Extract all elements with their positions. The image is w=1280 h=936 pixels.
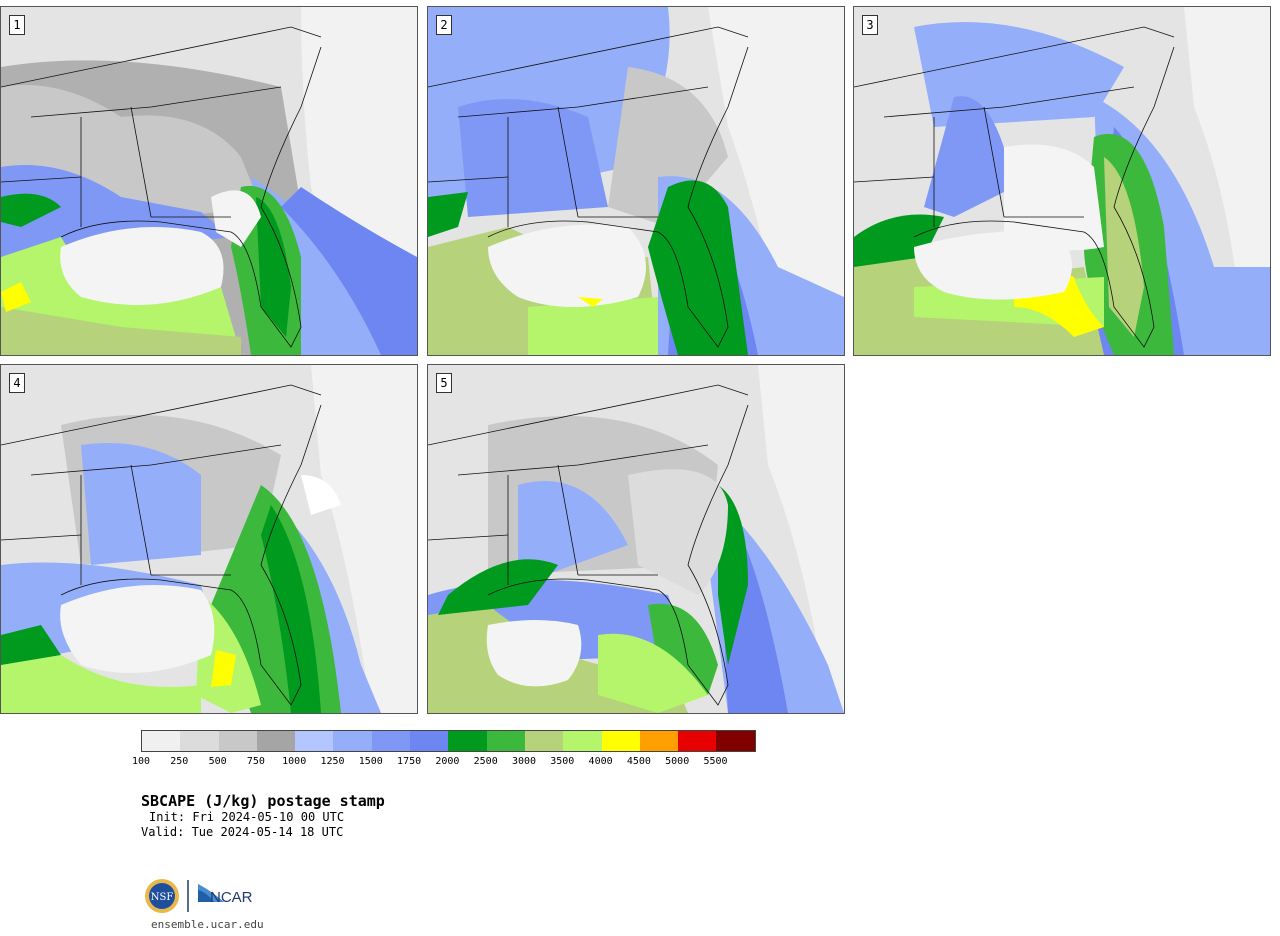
panel-label: 4 (9, 373, 25, 393)
legend-tick-label: 1750 (397, 756, 422, 767)
legend-tick-label: 500 (208, 756, 227, 767)
sbcape-map (428, 7, 844, 355)
product-title: SBCAPE (J/kg) postage stamp (141, 792, 385, 810)
color-legend-ticks: 100 250 500 750 1000 1250 1500 1750 2000 2500 3000… (132, 756, 781, 770)
website-url: ensemble.ucar.edu (151, 918, 264, 931)
legend-tick-label: 3500 (550, 756, 575, 767)
legend-swatch-5 (333, 731, 372, 751)
legend-tick-label: 750 (246, 756, 265, 767)
legend-tick-label: 2500 (473, 756, 498, 767)
legend-swatch-13 (639, 731, 679, 751)
legend-swatch-2 (218, 731, 257, 751)
legend-tick-label: 3000 (511, 756, 537, 767)
legend-swatch-3 (256, 731, 296, 751)
sbcape-map (428, 365, 844, 713)
legend-swatch-15 (716, 731, 755, 751)
legend-swatch-10 (524, 731, 564, 751)
panel-label: 5 (436, 373, 452, 393)
map-panel-4: 4 (0, 364, 418, 714)
legend-swatch-14 (678, 731, 717, 751)
legend-swatch-9 (486, 731, 525, 751)
legend-swatch-1 (180, 731, 219, 751)
sbcape-map (854, 7, 1270, 355)
legend-swatch-12 (601, 731, 640, 751)
legend-swatch-6 (371, 731, 411, 751)
sbcape-map (1, 7, 417, 355)
legend-swatch-7 (410, 731, 449, 751)
ncar-logo-icon: NCAR (198, 884, 253, 906)
map-panel-2: 2 (427, 6, 845, 356)
legend-tick-label: 100 (131, 756, 151, 767)
legend-tick-label: 1250 (320, 756, 345, 767)
legend-swatch-0 (142, 731, 181, 751)
nsf-logo-icon: NSF (145, 879, 179, 913)
panel-label: 1 (9, 15, 25, 35)
legend-tick-label: 250 (170, 756, 189, 767)
legend-tick-label: 4000 (588, 756, 613, 767)
legend-swatch-11 (563, 731, 602, 751)
legend-tick-label: 2000 (435, 756, 460, 767)
legend-tick-label: 1500 (358, 756, 383, 767)
init-time: Init: Fri 2024-05-10 00 UTC (149, 810, 345, 824)
color-legend-bar (141, 730, 756, 752)
valid-time: Valid: Tue 2024-05-14 18 UTC (141, 825, 344, 839)
panel-label: 2 (436, 15, 452, 35)
legend-tick-label: 4500 (626, 756, 651, 767)
map-panel-1: 1 (0, 6, 418, 356)
map-panel-5: 5 (427, 364, 845, 714)
panel-label: 3 (862, 15, 878, 35)
legend-tick-label: 5000 (665, 756, 690, 767)
svg-text:NSF: NSF (151, 892, 174, 903)
legend-swatch-4 (295, 731, 334, 751)
svg-text:NCAR: NCAR (210, 889, 253, 906)
map-panel-3: 3 (853, 6, 1271, 356)
sbcape-map (1, 365, 417, 713)
legend-tick-label: 5500 (703, 756, 728, 767)
nsf-ncar-logos: NSF NCAR (145, 879, 253, 913)
legend-swatch-8 (448, 731, 487, 751)
legend-tick-label: 1000 (282, 756, 307, 767)
